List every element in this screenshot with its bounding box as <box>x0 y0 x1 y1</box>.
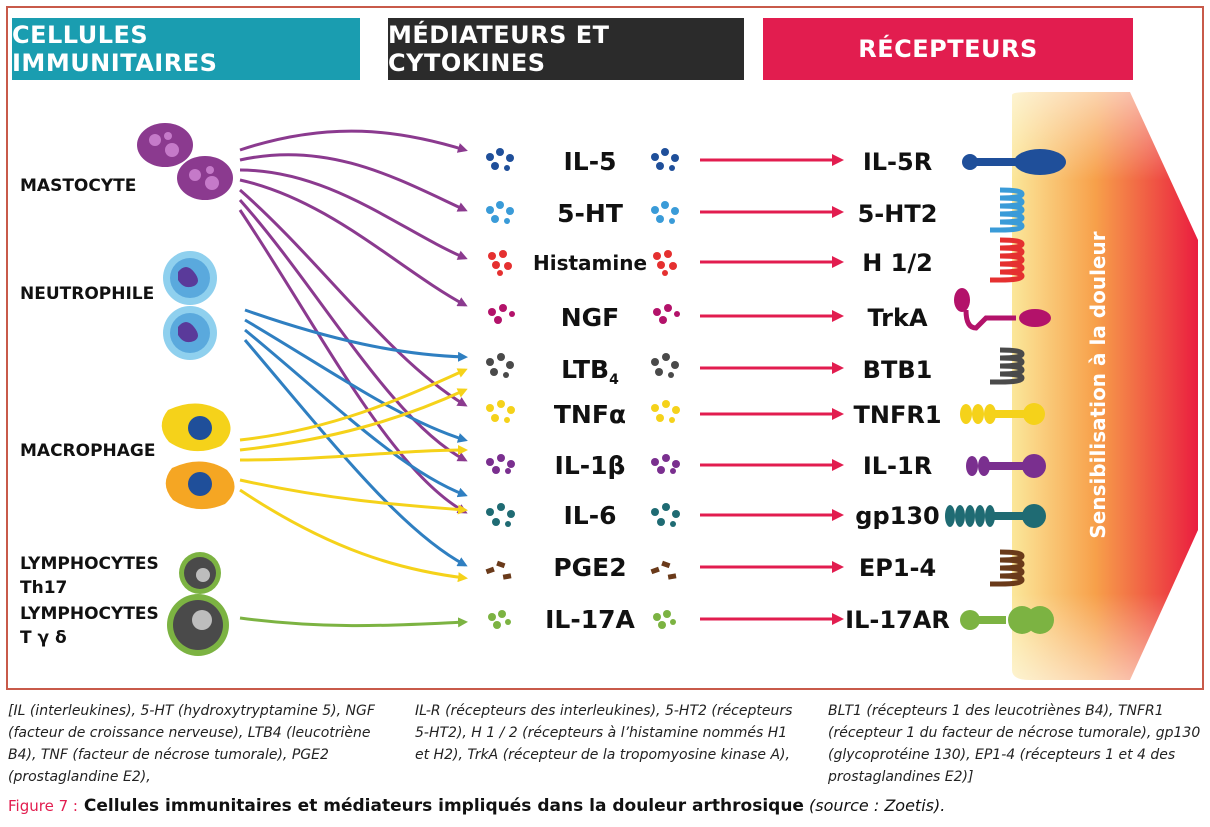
il17a-particles-icon <box>488 610 676 629</box>
label-lymphocytes-th17-line1: LYMPHOCYTES <box>20 554 159 574</box>
receptor-il17ar: IL-17AR <box>845 606 950 634</box>
mediator-histamine: Histamine <box>532 251 648 275</box>
receptor-ep14: EP1-4 <box>858 554 937 582</box>
header-mediators: MÉDIATEURS ET CYTOKINES <box>388 18 744 80</box>
lymphocyte-tgd-cell-icon <box>167 594 229 656</box>
mediator-il6: IL-6 <box>563 501 617 530</box>
ngf-particles-icon <box>488 304 680 324</box>
label-neutrophile: NEUTROPHILE <box>20 284 155 304</box>
header-receptors: RÉCEPTEURS <box>763 18 1133 80</box>
label-mastocyte: MASTOCYTE <box>20 176 137 196</box>
gp130-receptor-icon <box>945 504 1046 528</box>
notes-col2: IL-R (récepteurs des interleukines), 5-H… <box>415 703 793 763</box>
pge2-particles-icon <box>485 560 677 580</box>
arrow-macrophage-ltb4 <box>239 368 468 442</box>
arrow-mastocyte-histamine <box>239 168 468 260</box>
cell-arrows <box>238 129 468 628</box>
arrow-lymphocyte-il17a <box>239 616 468 628</box>
arrow-mastocyte-il6 <box>238 209 468 514</box>
mediator-ngf: NGF <box>520 303 660 333</box>
mediator-ngf-text: NGF <box>560 303 620 332</box>
receptor-il1r: IL-1R <box>862 452 933 480</box>
arrow-macrophage-pge2 <box>239 488 468 583</box>
receptor-trka: TrkA <box>867 304 928 332</box>
label-lymphocytes-th17-line2: Th17 <box>20 578 68 598</box>
arrow-macrophage-il6 <box>239 478 468 515</box>
receptor-arrows <box>700 154 844 625</box>
notes-col1: [IL (interleukines), 5-HT (hydroxytrypta… <box>8 703 375 785</box>
caption-figure-number: Figure 7 : <box>8 797 78 815</box>
arrow-mastocyte-tnfa <box>239 188 468 407</box>
arrow-macrophage-tnfa <box>239 388 468 452</box>
tnfa-particles-icon <box>486 400 680 423</box>
sensitization-band <box>1010 92 1200 682</box>
receptor-tnfr1: TNFR1 <box>853 401 942 429</box>
il6-particles-icon <box>486 503 680 527</box>
arrow-neutrophile-ltb4 <box>244 308 468 362</box>
receptor-h12: H 1/2 <box>862 249 933 277</box>
arrow-mastocyte-5ht <box>239 153 468 212</box>
mediator-ltb4-sub: 4 <box>609 372 619 388</box>
mediator-il1b: IL-1β <box>554 451 626 480</box>
histamine-particles-icon <box>488 250 677 276</box>
mediator-il17a: IL-17A <box>545 605 635 634</box>
caption-title: Cellules immunitaires et médiateurs impl… <box>77 796 804 816</box>
figure-caption: Figure 7 : Cellules immunitaires et médi… <box>8 796 945 816</box>
receptor-btb1: BTB1 <box>862 356 933 384</box>
il5-particles-icon <box>486 148 679 171</box>
mediator-tnfa: TNFα <box>553 400 627 429</box>
mediator-5ht: 5-HT <box>557 199 623 228</box>
label-lymphocytes-tgd-line2: T γ δ <box>20 628 67 648</box>
ltb4-particles-icon <box>486 353 679 378</box>
mediator-il5: IL-5 <box>563 147 617 176</box>
arrow-neutrophile-il6 <box>244 328 468 498</box>
btb1-receptor-icon <box>990 347 1025 385</box>
arrow-neutrophile-il1b <box>244 318 468 443</box>
label-lymphocytes-th17: LYMPHOCYTES Th17 <box>20 552 159 600</box>
il1r-receptor-icon <box>966 454 1046 478</box>
arrow-neutrophile-pge2 <box>243 339 468 567</box>
label-lymphocytes-tgd: LYMPHOCYTES T γ δ <box>20 602 159 650</box>
diagram-graphics <box>137 92 1200 682</box>
mediator-ltb4-text: LTB <box>561 355 610 384</box>
receptor-gp130: gp130 <box>855 502 940 530</box>
mastocyte-cell-icon <box>137 123 233 200</box>
mediator-pge2: PGE2 <box>553 553 627 582</box>
il17ar-receptor-icon <box>960 606 1054 634</box>
header-cells: CELLULES IMMUNITAIRES <box>12 18 360 80</box>
tnfr1-receptor-icon <box>960 403 1045 425</box>
notes-col3: BLT1 (récepteurs 1 des leucotriènes B4),… <box>828 703 1201 785</box>
h12-receptor-icon <box>990 237 1025 283</box>
ep14-receptor-icon <box>990 549 1025 587</box>
label-macrophage: MACROPHAGE <box>20 441 156 461</box>
il5r-receptor-icon <box>962 149 1066 175</box>
arrow-mastocyte-ngf <box>239 178 468 307</box>
receptor-5ht2: 5-HT2 <box>857 200 938 228</box>
5ht2-receptor-icon <box>990 187 1025 233</box>
arrow-macrophage-il1b <box>239 445 468 462</box>
label-lymphocytes-tgd-line1: LYMPHOCYTES <box>20 604 159 624</box>
5ht-particles-icon <box>486 201 679 224</box>
lymphocyte-th17-cell-icon <box>179 552 221 594</box>
trka-receptor-icon <box>954 288 1051 331</box>
caption-source: (source : Zoetis). <box>803 796 946 815</box>
macrophage-cell-icon <box>161 403 235 510</box>
sensitization-label: Sensibilisation à la douleur <box>1086 231 1110 539</box>
receptor-il5r: IL-5R <box>862 148 933 176</box>
il1b-particles-icon <box>486 454 680 474</box>
arrow-mastocyte-il5 <box>239 129 468 153</box>
arrow-mastocyte-il1b <box>238 199 468 462</box>
figure-frame <box>6 6 1204 690</box>
mediator-ltb4: LTB4 <box>520 355 660 395</box>
neutrophile-cell-icon <box>163 251 217 360</box>
